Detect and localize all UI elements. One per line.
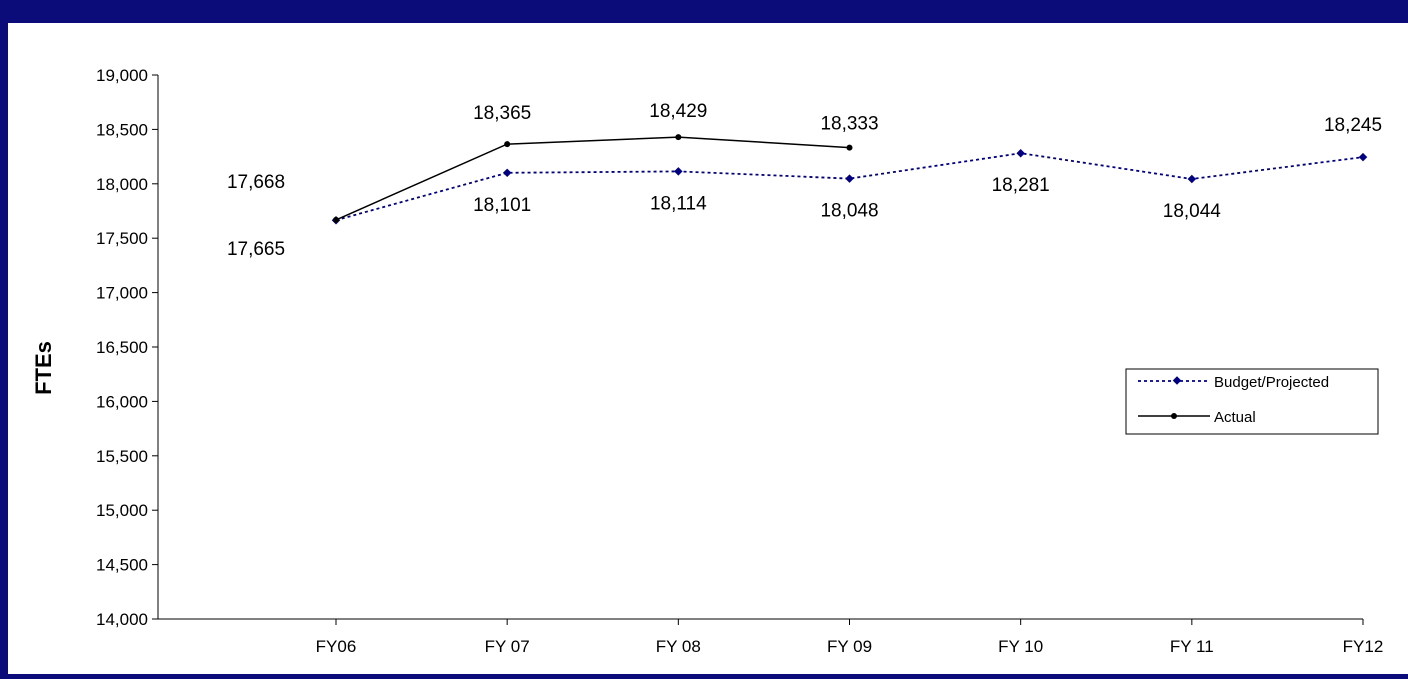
x-tick-label: FY 08 xyxy=(656,637,701,656)
legend-box xyxy=(1125,368,1379,435)
data-labels: 17,665 18,101 18,114 18,048 18,281 18,044 18,2… xyxy=(227,101,1382,260)
x-tick-label: FY12 xyxy=(1343,637,1384,656)
series-line-actual xyxy=(335,136,850,221)
data-label-actual: 18,333 xyxy=(820,114,878,135)
x-tick-label: FY 07 xyxy=(485,637,530,656)
y-tick-label: 14,500 xyxy=(96,556,148,575)
x-axis-ticks: FY06 FY 07 FY 08 FY 09 FY 10 FY 11 FY12 xyxy=(316,619,1384,656)
y-tick-label: 15,000 xyxy=(96,501,148,520)
legend-label-budget-projected: Budget/Projected xyxy=(1214,374,1329,391)
x-tick-label: FY 10 xyxy=(998,637,1043,656)
data-point-budget-projected xyxy=(1016,148,1025,158)
data-label-budget-projected: 18,281 xyxy=(992,175,1050,196)
data-point-actual xyxy=(675,134,682,141)
y-tick-label: 17,000 xyxy=(96,284,148,303)
data-label-budget-projected: 18,245 xyxy=(1324,115,1382,136)
legend-label-actual: Actual xyxy=(1214,409,1256,426)
data-label-budget-projected: 18,101 xyxy=(473,195,531,216)
data-label-budget-projected: 18,114 xyxy=(650,193,707,214)
y-tick-label: 18,500 xyxy=(96,120,148,139)
data-point-actual xyxy=(846,144,853,151)
x-tick-label: FY 11 xyxy=(1170,637,1214,656)
y-tick-label: 18,000 xyxy=(96,175,148,194)
y-tick-label: 16,000 xyxy=(96,392,148,411)
y-tick-label: 17,500 xyxy=(96,229,148,248)
data-point-budget-projected xyxy=(674,167,683,176)
y-tick-label: 15,500 xyxy=(96,447,148,466)
x-tick-label: FY06 xyxy=(316,637,357,656)
legend: Budget/Projected Actual xyxy=(1125,368,1379,435)
data-label-actual: 17,668 xyxy=(227,172,285,193)
data-point-budget-projected xyxy=(845,174,854,183)
data-point-budget-projected xyxy=(502,168,512,178)
y-tick-label: 19,000 xyxy=(96,66,148,85)
legend-marker-actual xyxy=(1171,413,1177,419)
data-label-actual: 18,365 xyxy=(473,103,531,124)
x-tick-label: FY 09 xyxy=(827,637,872,656)
data-point-actual xyxy=(504,141,511,148)
y-tick-label: 14,000 xyxy=(96,610,148,629)
y-tick-label: 16,500 xyxy=(96,338,148,357)
fte-line-chart: 14,000 14,500 15,000 15,500 16,000 16,500 17,0… xyxy=(31,66,1384,656)
data-label-budget-projected: 18,048 xyxy=(820,201,878,222)
chart-frame: 14,000 14,500 15,000 15,500 16,000 16,500 17,0… xyxy=(8,23,1408,674)
data-point-actual xyxy=(333,216,339,223)
y-axis-ticks: 14,000 14,500 15,000 15,500 16,000 16,500 17,0… xyxy=(96,66,158,629)
y-axis-label: FTEs xyxy=(31,341,56,395)
legend-marker-budget-projected xyxy=(1172,376,1182,385)
data-label-budget-projected: 17,665 xyxy=(227,239,285,260)
data-label-actual: 18,429 xyxy=(649,101,707,122)
data-point-budget-projected xyxy=(1187,174,1197,184)
data-point-budget-projected xyxy=(1358,152,1368,162)
data-label-budget-projected: 18,044 xyxy=(1163,201,1222,222)
axes xyxy=(157,75,1363,620)
